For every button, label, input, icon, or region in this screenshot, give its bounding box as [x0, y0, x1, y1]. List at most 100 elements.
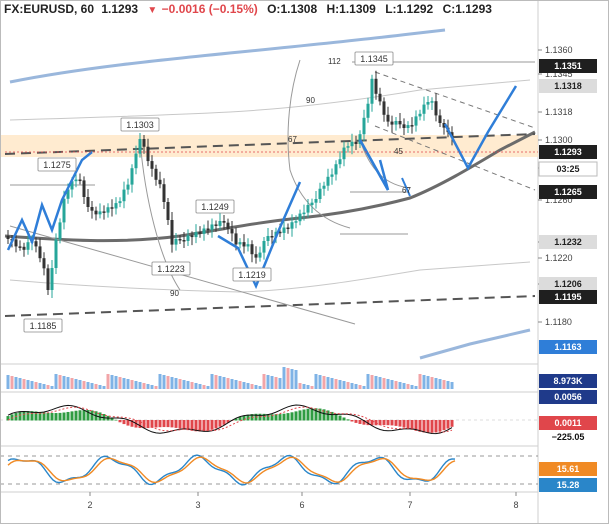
time-axis[interactable]: 2 3 6 7 8	[87, 492, 519, 510]
candle-body[interactable]	[314, 199, 318, 203]
candle-body[interactable]	[294, 221, 298, 223]
candle-body[interactable]	[186, 235, 190, 241]
zigzag-pattern-middle[interactable]	[217, 181, 302, 290]
macd-signal-line[interactable]	[7, 406, 453, 433]
candle-body[interactable]	[46, 268, 50, 290]
candle-body[interactable]	[366, 103, 370, 118]
candle-body[interactable]	[158, 179, 162, 185]
wave-tail[interactable]	[401, 177, 411, 197]
candle-body[interactable]	[350, 141, 354, 147]
candle-body[interactable]	[322, 185, 326, 189]
candle-body[interactable]	[382, 101, 386, 115]
candle-body[interactable]	[198, 232, 202, 234]
candle-body[interactable]	[6, 236, 10, 239]
price-annotation[interactable]: 1.1275	[37, 157, 77, 172]
price-scale-tag[interactable]: 1.1293	[539, 145, 597, 159]
candle-body[interactable]	[66, 189, 70, 199]
candle-body[interactable]	[222, 221, 226, 223]
candle-body[interactable]	[238, 242, 242, 245]
candle-body[interactable]	[134, 153, 138, 169]
lower-channel-line[interactable]	[419, 328, 531, 360]
candle-body[interactable]	[102, 211, 106, 213]
price-annotation[interactable]: 1.1185	[23, 318, 63, 333]
symbol-label[interactable]: FX:EURUSD, 60	[4, 2, 95, 16]
candle-body[interactable]	[430, 101, 434, 103]
moving-average-line[interactable]	[4, 130, 536, 243]
candle-body[interactable]	[234, 233, 238, 245]
candle-body[interactable]	[254, 254, 258, 258]
candle-body[interactable]	[258, 252, 262, 258]
candle-body[interactable]	[110, 207, 114, 209]
candle-body[interactable]	[150, 161, 154, 169]
candle-body[interactable]	[62, 198, 66, 223]
candle-body[interactable]	[326, 176, 330, 186]
candle-body[interactable]	[386, 114, 390, 122]
candle-body[interactable]	[74, 179, 78, 182]
candle-body[interactable]	[38, 246, 42, 259]
candle-body[interactable]	[242, 242, 246, 247]
candle-body[interactable]	[374, 78, 378, 94]
stoch-scale-tag[interactable]: 15.28	[539, 478, 597, 492]
fib-arc[interactable]	[287, 59, 351, 229]
stochastic-panel[interactable]: 15.61 15.28	[0, 454, 597, 492]
candle-body[interactable]	[22, 246, 26, 250]
macd-scale-tag[interactable]: 0.0056	[539, 390, 597, 404]
candle-body[interactable]	[82, 180, 86, 197]
candle-body[interactable]	[14, 239, 18, 247]
candle-body[interactable]	[170, 220, 174, 245]
price-annotation[interactable]: 1.1249	[195, 199, 235, 214]
candle-body[interactable]	[118, 201, 122, 204]
macd-scale-tag[interactable]: −225.05	[539, 430, 597, 444]
price-scale-tag[interactable]: 1.1318	[539, 79, 597, 93]
candle-body[interactable]	[142, 139, 146, 147]
fib-arc[interactable]	[139, 139, 181, 291]
candle-body[interactable]	[302, 212, 306, 215]
candle-body[interactable]	[414, 116, 418, 126]
candle-body[interactable]	[166, 202, 170, 220]
candle-body[interactable]	[410, 125, 414, 127]
candle-body[interactable]	[422, 104, 426, 114]
candle-body[interactable]	[206, 228, 210, 230]
candle-body[interactable]	[402, 124, 406, 128]
candle-body[interactable]	[106, 207, 110, 213]
candle-body[interactable]	[146, 146, 150, 162]
volume-histogram[interactable]: 8.973K	[6, 367, 598, 389]
candle-body[interactable]	[438, 115, 442, 123]
triangle-upper-line[interactable]	[374, 71, 536, 129]
price-annotation[interactable]: 1.1223	[151, 261, 191, 276]
candle-body[interactable]	[286, 227, 290, 230]
candle-body[interactable]	[266, 236, 270, 241]
candle-body[interactable]	[346, 146, 350, 148]
candle-body[interactable]	[218, 221, 222, 226]
candle-body[interactable]	[214, 224, 218, 226]
candle-body[interactable]	[394, 121, 398, 125]
candle-body[interactable]	[94, 210, 98, 215]
candle-body[interactable]	[318, 188, 322, 199]
candle-body[interactable]	[78, 179, 82, 182]
candlestick-series[interactable]	[6, 70, 454, 298]
candle-body[interactable]	[210, 224, 214, 230]
triangle-lower-line[interactable]	[374, 125, 536, 191]
candle-body[interactable]	[138, 139, 142, 154]
candle-body[interactable]	[42, 258, 46, 269]
stoch-d-line[interactable]	[7, 456, 456, 484]
candle-body[interactable]	[298, 213, 302, 222]
candle-body[interactable]	[90, 207, 94, 211]
price-scale-tag[interactable]: 1.1232	[539, 235, 597, 249]
resistance-zone[interactable]	[0, 135, 538, 157]
macd-panel[interactable]: 0.0056 0.0011 −225.05	[0, 390, 597, 444]
candle-body[interactable]	[70, 181, 74, 190]
dashed-trendline-lower[interactable]	[4, 295, 536, 317]
candle-body[interactable]	[250, 244, 254, 255]
candle-body[interactable]	[390, 121, 394, 125]
candle-body[interactable]	[182, 240, 186, 242]
candle-body[interactable]	[398, 121, 402, 125]
price-annotation[interactable]: 1.1345	[354, 51, 394, 66]
candle-body[interactable]	[190, 235, 194, 238]
zigzag-pattern-left[interactable]	[6, 151, 93, 251]
candle-body[interactable]	[434, 101, 438, 116]
candle-body[interactable]	[442, 123, 446, 128]
candle-body[interactable]	[178, 239, 182, 241]
candle-body[interactable]	[282, 227, 286, 233]
